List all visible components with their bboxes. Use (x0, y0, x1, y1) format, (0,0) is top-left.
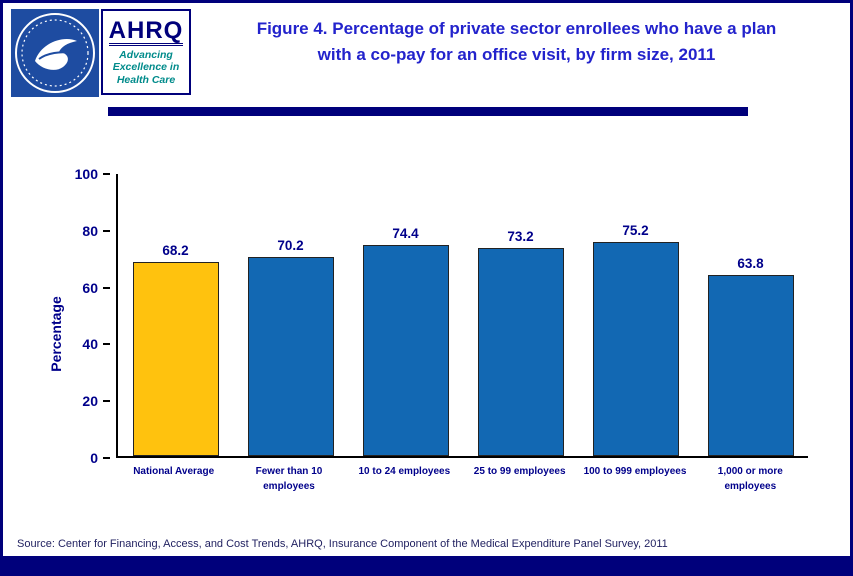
logo-group: AHRQ Advancing Excellence in Health Care (11, 9, 191, 97)
bar-group: 74.4 (362, 225, 449, 456)
x-axis-labels: National Average Fewer than 10 employees 1… (116, 458, 808, 494)
x-category-label: 10 to 24 employees (358, 466, 451, 477)
footer-bar (3, 556, 850, 573)
bar-value-label: 70.2 (277, 237, 304, 253)
bar (477, 248, 564, 456)
bar-group: 70.2 (247, 237, 334, 456)
x-category-label: 100 to 999 employees (583, 466, 687, 477)
bar (132, 262, 219, 456)
bar-value-label: 63.8 (737, 255, 764, 271)
figure-title: Figure 4. Percentage of private sector e… (198, 3, 835, 67)
x-category-label: Fewer than 10 employees (255, 466, 323, 492)
y-axis-ticks: 0 20 40 60 80 100 (3, 167, 116, 465)
plot-area: 68.2 70.2 74.4 73.2 75.2 63.8 (116, 174, 808, 458)
bar-value-label: 74.4 (392, 225, 419, 241)
bar-value-label: 73.2 (507, 229, 534, 245)
ahrq-tagline: Advancing Excellence in Health Care (112, 48, 180, 86)
y-tick-label: 100 (74, 166, 98, 182)
bar-group: 68.2 (132, 243, 219, 456)
ahrq-logo: AHRQ Advancing Excellence in Health Care (101, 9, 191, 95)
hhs-logo-icon (11, 9, 99, 97)
y-tick-label: 80 (82, 222, 98, 239)
bar (592, 242, 679, 456)
ahrq-acronym: AHRQ (108, 17, 184, 46)
figure-title-line2: with a co-pay for an office visit, by fi… (317, 44, 716, 64)
bar-group: 63.8 (707, 255, 794, 456)
header: AHRQ Advancing Excellence in Health Care… (3, 3, 850, 107)
bar (247, 256, 334, 456)
x-category-label: 25 to 99 employees (473, 466, 566, 477)
bar-chart: Percentage 0 20 40 60 80 100 68.2 70.2 74.4 73.2… (48, 167, 808, 494)
source-note: Source: Center for Financing, Access, an… (17, 538, 668, 550)
bar-value-label: 75.2 (622, 223, 649, 239)
bar-group: 75.2 (592, 223, 679, 456)
bar-value-label: 68.2 (162, 243, 189, 259)
header-divider-bar (108, 107, 748, 116)
y-tick-label: 0 (90, 450, 98, 466)
bar (362, 244, 449, 456)
bar (707, 274, 794, 456)
x-category-label: National Average (133, 466, 215, 477)
figure-title-line1: Figure 4. Percentage of private sector e… (256, 19, 777, 38)
y-tick-label: 40 (82, 336, 98, 353)
y-tick-label: 20 (82, 393, 98, 410)
x-category-label: 1,000 or more employees (717, 466, 783, 492)
y-tick-label: 60 (82, 279, 98, 296)
bar-group: 73.2 (477, 229, 564, 456)
